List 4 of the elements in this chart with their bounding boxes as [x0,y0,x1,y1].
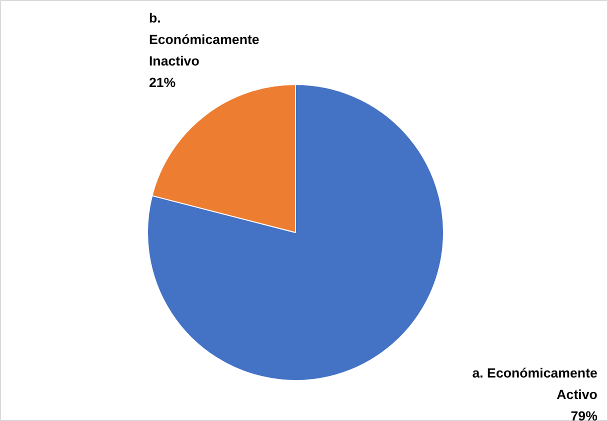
data-label: 21% [148,74,176,90]
slice-label: a. Económicamente Activo [472,366,598,402]
slice-label: b. Económicamente Inactivo [148,10,260,68]
data-label: 79% [570,408,598,421]
